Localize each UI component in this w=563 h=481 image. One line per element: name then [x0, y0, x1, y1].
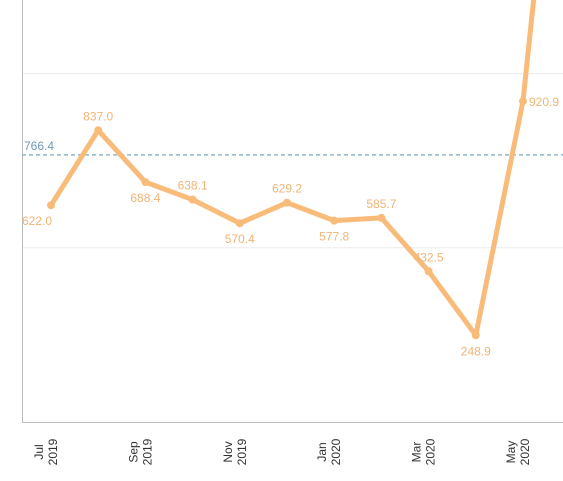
x-tick-month: Mar	[410, 442, 424, 463]
reference-line-label: 766.4	[24, 139, 54, 153]
data-point	[188, 195, 197, 204]
data-label: 837.0	[83, 109, 113, 123]
data-label: 570.4	[225, 232, 255, 246]
reference-line-group: 766.4	[22, 139, 563, 156]
data-point	[377, 213, 386, 222]
x-tick-month: Jul	[32, 444, 46, 459]
x-tick-month: May	[504, 441, 518, 464]
data-label: 585.7	[366, 197, 396, 211]
x-tick-label: Jul 2019	[32, 438, 60, 465]
data-label: 638.1	[178, 179, 208, 193]
data-label: 920.9	[529, 95, 559, 109]
x-tick-year: 2020	[424, 438, 438, 465]
data-label: 432.5	[414, 250, 444, 264]
x-tick-label: Jan 2020	[315, 438, 343, 465]
data-point	[330, 216, 339, 225]
data-point	[424, 267, 433, 276]
data-point	[519, 97, 527, 106]
series-line	[48, 0, 537, 338]
series-group	[47, 0, 537, 340]
axes	[22, 0, 563, 423]
data-label: 248.9	[461, 344, 491, 358]
data-point	[141, 178, 150, 187]
data-label: 688.4	[130, 191, 160, 205]
x-tick-year: 2019	[46, 438, 60, 465]
x-tick-month: Nov	[221, 441, 235, 462]
x-tick-year: 2019	[140, 438, 154, 465]
data-label: 622.0	[22, 214, 52, 228]
x-tick-year: 2020	[329, 438, 343, 465]
x-tick-label: Nov 2019	[221, 438, 249, 465]
x-tick-labels-group: Jul 2019 Sep 2019 Nov 2019 Jan 2020 Mar 2020 May 20…	[32, 438, 532, 465]
x-tick-label: Mar 2020	[410, 438, 438, 465]
data-point	[235, 219, 244, 228]
data-point	[94, 126, 103, 135]
x-tick-year: 2019	[235, 438, 249, 465]
x-tick-month: Sep	[126, 441, 140, 463]
data-point	[47, 201, 55, 210]
data-point	[471, 331, 480, 340]
data-label: 577.8	[319, 230, 349, 244]
x-tick-year: 2020	[518, 438, 532, 465]
x-tick-month: Jan	[315, 442, 329, 461]
x-tick-label: May 2020	[504, 438, 532, 465]
gridlines	[22, 73, 563, 249]
data-labels-group: 622.0 837.0 688.4 638.1 570.4 629.2 577.8 585.7…	[22, 95, 559, 358]
x-tick-label: Sep 2019	[126, 438, 154, 465]
data-label: 629.2	[272, 182, 302, 196]
data-point	[283, 198, 291, 207]
